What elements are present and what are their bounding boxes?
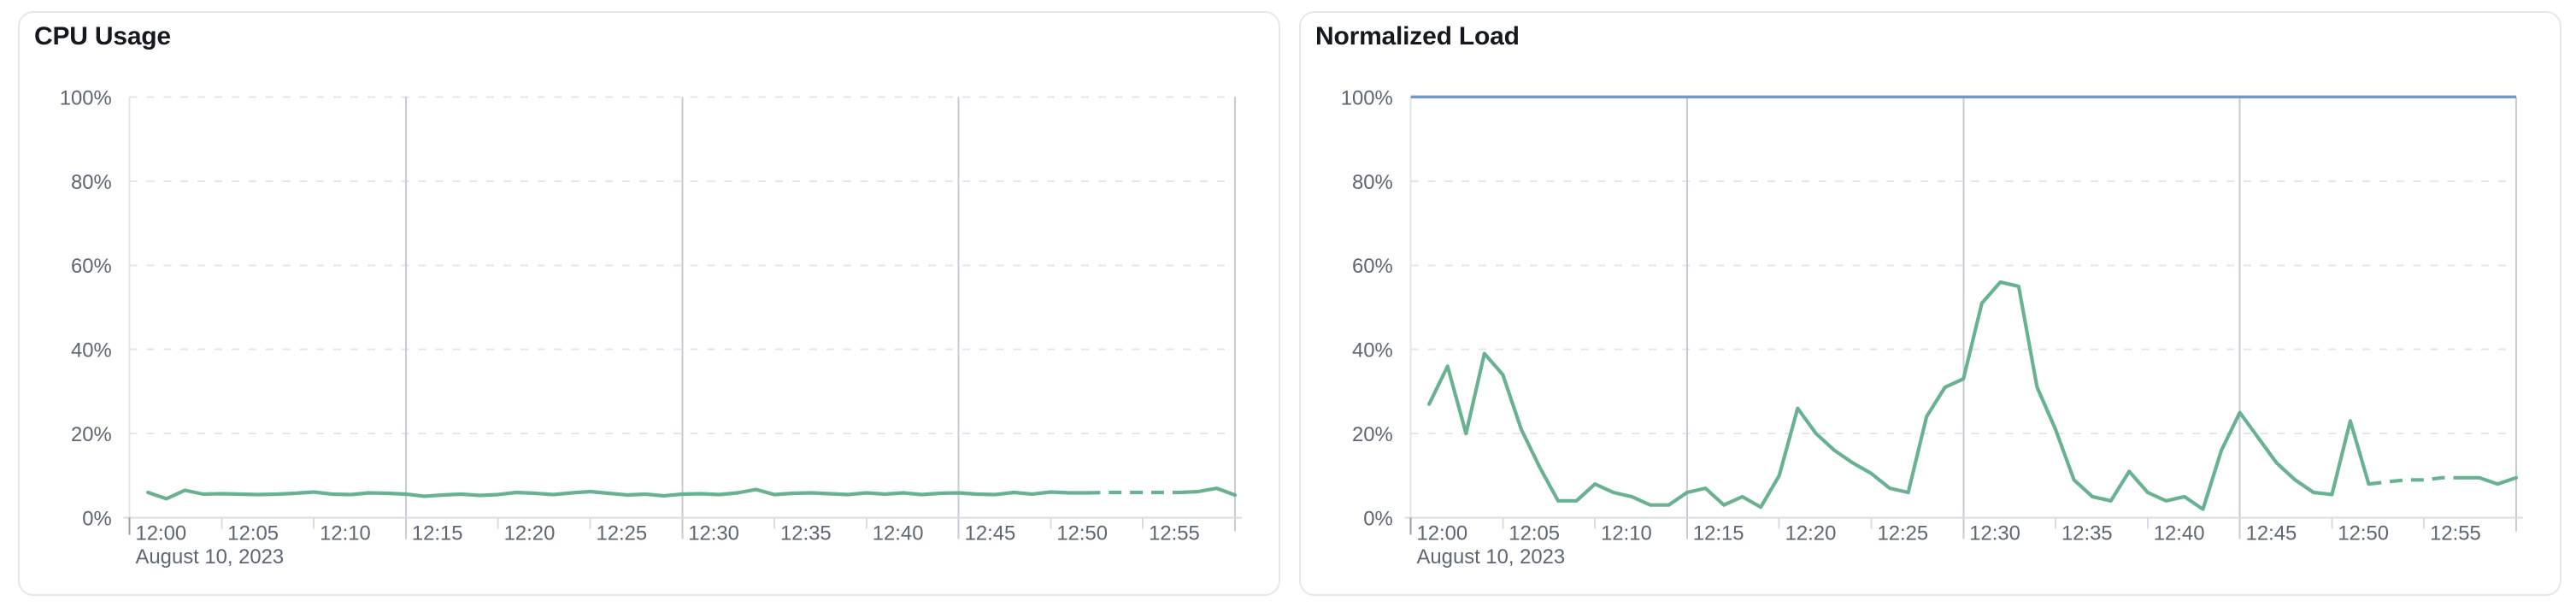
x-axis-tick-label: 12:05 [1509, 522, 1560, 545]
x-axis-tick-label: 12:05 [227, 522, 279, 545]
cpu-usage-percent-line [146, 487, 1090, 501]
x-axis-tick-label: 12:25 [596, 522, 647, 545]
cpu-usage-panel: CPU Usage 0% 20% 40% 60% 80% 100% 12:00 12:05 12… [18, 11, 1280, 596]
x-axis-tick-label: 12:30 [1969, 522, 2020, 545]
x-axis-tick-label: 12:35 [2061, 522, 2113, 545]
normalized-load-percent-line [1427, 280, 2371, 511]
normalized-load-panel: Normalized Load 0% 20% 40% 60% 80% 100% 12:00 1… [1299, 11, 2561, 596]
y-axis-tick-label: 100% [1341, 86, 1393, 109]
y-axis-tick-label: 100% [60, 86, 112, 109]
y-axis-tick-label: 80% [71, 171, 112, 194]
y-axis-tick-label: 0% [1363, 507, 1392, 530]
y-axis-tick-label: 60% [1352, 255, 1393, 278]
x-axis-tick-label: 12:55 [2430, 522, 2481, 545]
x-axis-tick-label: 12:20 [504, 522, 556, 545]
x-axis-tick-label: 12:20 [1785, 522, 1837, 545]
x-axis-tick-label: 12:40 [873, 522, 924, 545]
x-axis-tick-label: 12:50 [2338, 522, 2389, 545]
x-axis-tick-label: 12:50 [1056, 522, 1108, 545]
y-axis-tick-label: 40% [1352, 339, 1393, 362]
x-axis-tick-label: 12:15 [412, 522, 463, 545]
x-axis-tick-label: 12:35 [780, 522, 832, 545]
x-axis-tick-label: 12:55 [1149, 522, 1200, 545]
x-axis-date-label: August 10, 2023 [136, 545, 285, 569]
x-axis-tick-label: 12:45 [965, 522, 1016, 545]
y-axis-tick-label: 40% [71, 339, 112, 362]
normalized-load-chart[interactable]: 0% 20% 40% 60% 80% 100% 12:00 12:05 12:10 12:15 12… [1301, 13, 2560, 594]
y-axis-tick-label: 20% [71, 423, 112, 446]
x-axis-tick-label: 12:00 [136, 522, 187, 545]
cpu-usage-chart[interactable]: 0% 20% 40% 60% 80% 100% 12:00 12:05 12:10 12:15 12… [20, 13, 1279, 594]
x-axis-tick-label: 12:10 [1601, 522, 1652, 545]
normalized-load-percent-line [2459, 475, 2519, 486]
x-axis-tick-label: 12:00 [1417, 522, 1468, 545]
x-axis-date-label: August 10, 2023 [1417, 545, 1566, 569]
y-axis-tick-label: 0% [82, 507, 111, 530]
x-axis-tick-label: 12:40 [2154, 522, 2205, 545]
x-axis-tick-label: 12:45 [2246, 522, 2297, 545]
normalized-load-percent-dashed-segment [2368, 475, 2461, 486]
y-axis-tick-label: 20% [1352, 423, 1393, 446]
x-axis-tick-label: 12:25 [1877, 522, 1928, 545]
cpu-usage-title: CPU Usage [34, 22, 171, 50]
x-axis-tick-label: 12:30 [688, 522, 739, 545]
x-axis-tick-label: 12:10 [320, 522, 371, 545]
y-axis-tick-label: 80% [1352, 171, 1393, 194]
cpu-usage-percent-line [1178, 486, 1238, 498]
x-axis-tick-label: 12:15 [1693, 522, 1744, 545]
y-axis-tick-label: 60% [71, 255, 112, 278]
normalized-load-title: Normalized Load [1315, 22, 1520, 50]
